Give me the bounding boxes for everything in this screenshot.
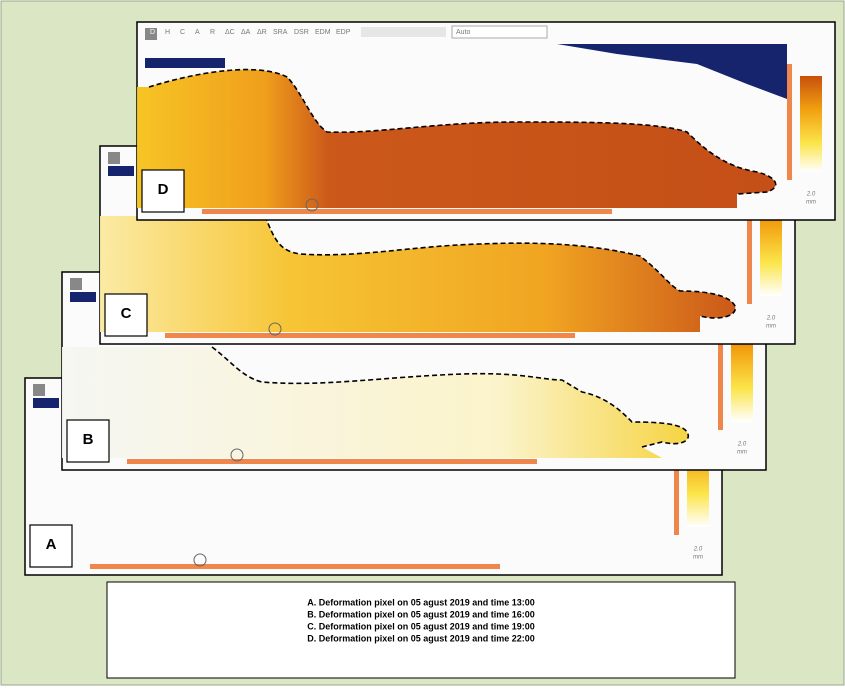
caption-line: C. Deformation pixel on 05 agust 2019 an… [307, 621, 535, 631]
toolbar-button[interactable]: R [210, 29, 215, 36]
scale-value: 2.0 [693, 547, 703, 553]
screenshot-panel: 2.0 mm D D H C A R ΔC ΔA ΔR SRA DSR EDM EDP Auto [137, 22, 835, 220]
toolbar-button[interactable]: ΔR [257, 29, 267, 36]
navy-area [108, 166, 134, 176]
toolbar-button[interactable]: ΔC [225, 29, 235, 36]
toolbar-button[interactable]: D [150, 29, 155, 36]
scale-value: 2.0 [806, 192, 816, 198]
caption-line: A. Deformation pixel on 05 agust 2019 an… [307, 597, 535, 607]
toolbar-button[interactable]: C [180, 29, 185, 36]
panel-label: D [158, 181, 169, 198]
navy-area [145, 58, 225, 68]
toolbar-button[interactable]: H [165, 29, 170, 36]
panel-icon [33, 384, 45, 396]
scale-value: 2.0 [766, 316, 776, 322]
panel-label: C [121, 305, 132, 322]
toolbar-button[interactable]: ΔA [241, 29, 251, 36]
scale-unit: mm [693, 555, 703, 561]
panel-label: A [46, 536, 57, 553]
toolbar-button[interactable]: DSR [294, 29, 309, 36]
scale-unit: mm [806, 200, 816, 206]
progress-bar [127, 459, 537, 464]
progress-bar [165, 333, 575, 338]
navy-area [33, 398, 59, 408]
toolbar-button[interactable]: EDM [315, 29, 331, 36]
range-bar [787, 64, 792, 180]
progress-bar [202, 209, 612, 214]
toolbar-button[interactable]: A [195, 29, 200, 36]
progress-bar [90, 564, 500, 569]
color-scale [800, 76, 822, 172]
caption-line: D. Deformation pixel on 05 agust 2019 an… [307, 633, 535, 643]
panel-label: B [83, 431, 94, 448]
figure: 2.0 mm A 2.0 mm B 2.0 mm C 2.0 mm D D H C A R ΔC ΔA ΔR SRA DS… [0, 0, 845, 686]
toolbar-button[interactable]: EDP [336, 29, 351, 36]
navy-area [70, 292, 96, 302]
toolbar-button[interactable]: SRA [273, 29, 288, 36]
scale-unit: mm [737, 450, 747, 456]
caption-line: B. Deformation pixel on 05 agust 2019 an… [307, 609, 535, 619]
toolbar-icons [361, 27, 446, 37]
panel-icon [70, 278, 82, 290]
scale-unit: mm [766, 324, 776, 330]
dropdown-value: Auto [456, 29, 471, 36]
scale-value: 2.0 [737, 442, 747, 448]
panel-icon [108, 152, 120, 164]
